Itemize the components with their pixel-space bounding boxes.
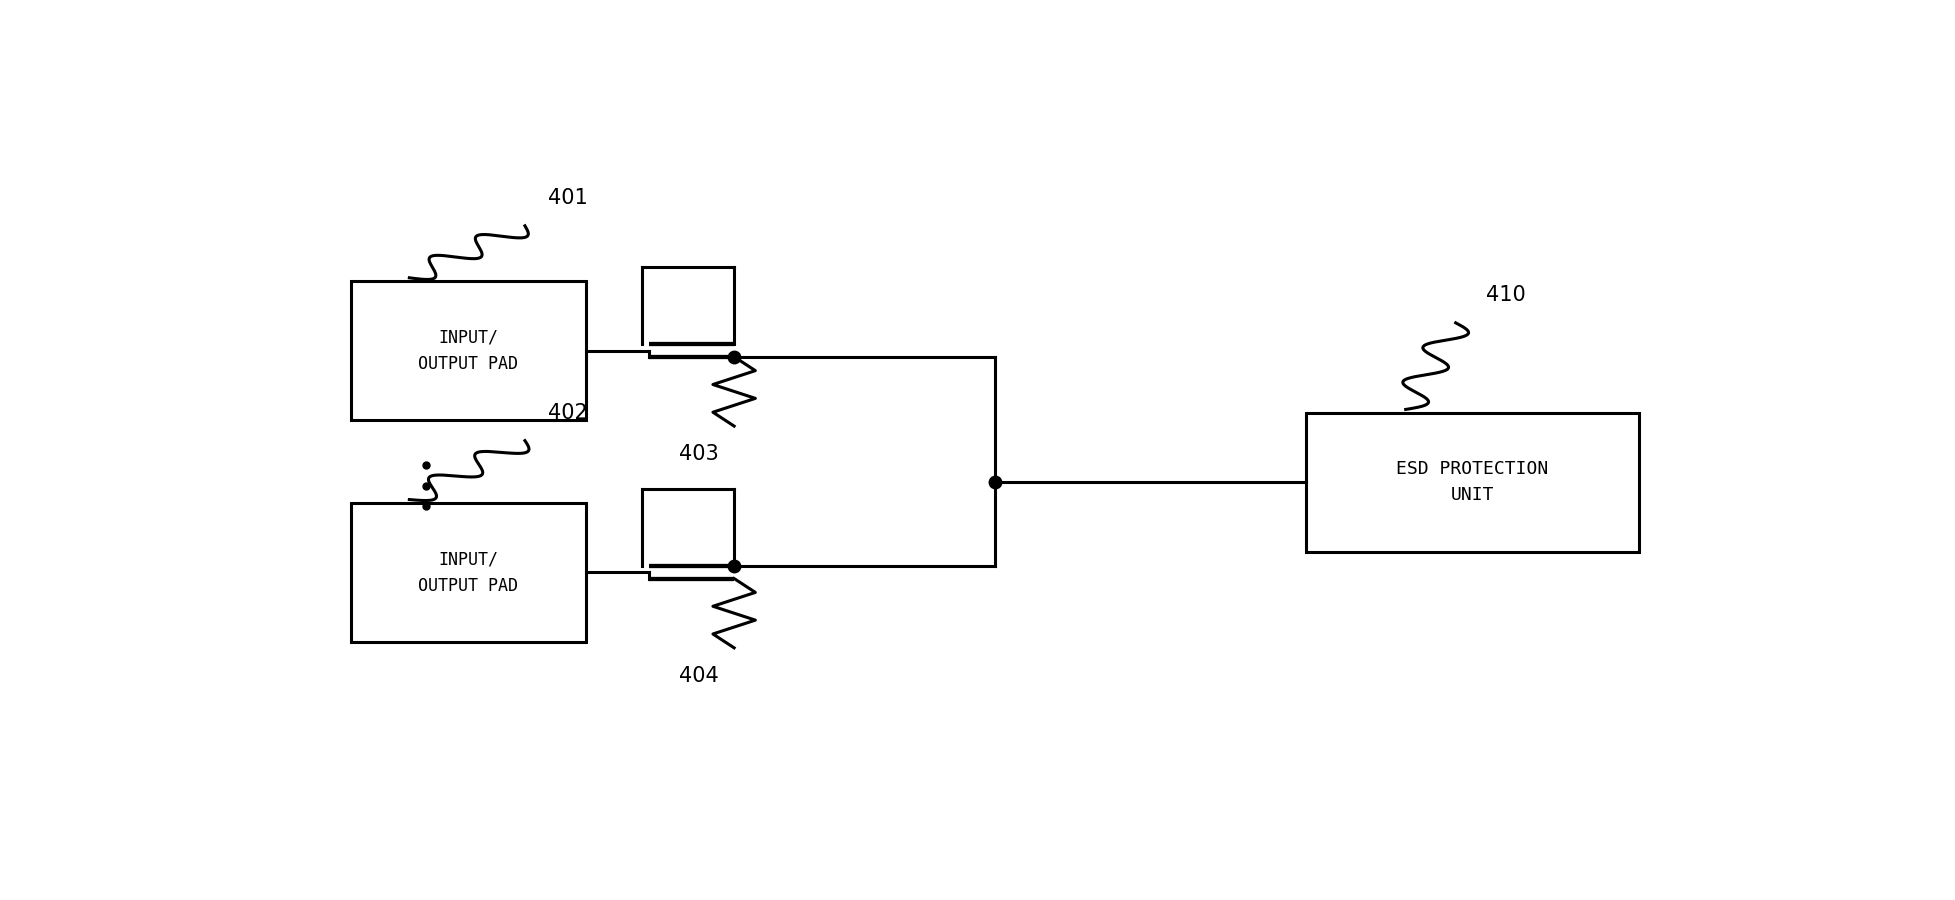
Text: 402: 402 (547, 403, 586, 423)
Text: INPUT/
OUTPUT PAD: INPUT/ OUTPUT PAD (418, 550, 518, 595)
Text: ESD PROTECTION
UNIT: ESD PROTECTION UNIT (1396, 460, 1548, 504)
Text: 410: 410 (1486, 285, 1525, 305)
Text: 404: 404 (678, 666, 719, 686)
FancyBboxPatch shape (350, 503, 585, 642)
Text: 401: 401 (547, 188, 586, 208)
FancyBboxPatch shape (350, 281, 585, 419)
FancyBboxPatch shape (1306, 413, 1638, 552)
Text: INPUT/
OUTPUT PAD: INPUT/ OUTPUT PAD (418, 328, 518, 373)
Text: 403: 403 (678, 444, 719, 464)
